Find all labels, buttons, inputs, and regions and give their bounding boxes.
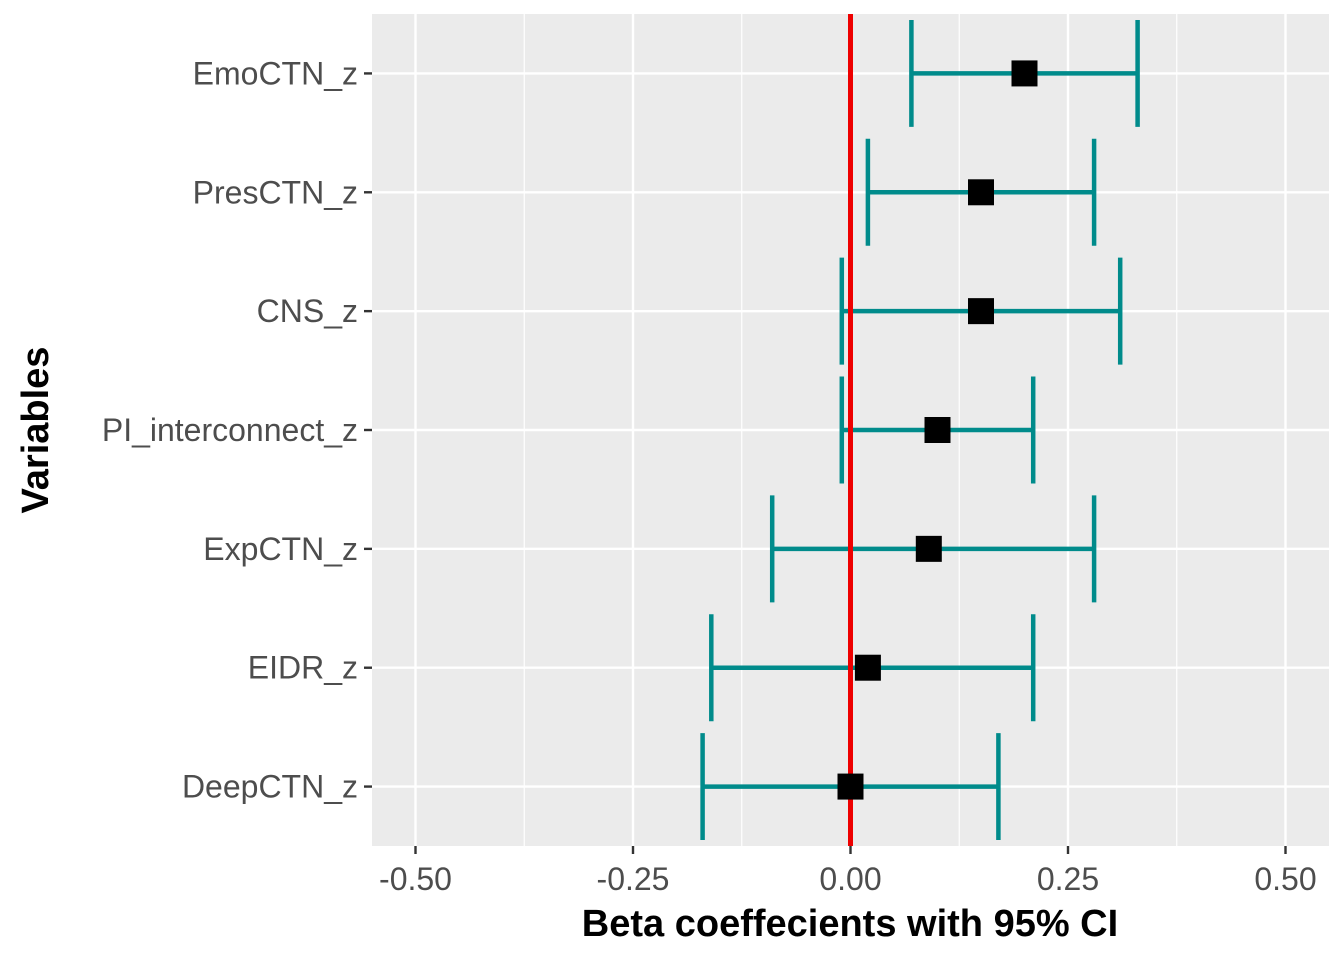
y-tick-label: ExpCTN_z <box>203 531 358 567</box>
point-DeepCTN_z <box>837 773 864 800</box>
error-bars <box>700 19 1140 841</box>
y-tick-label: DeepCTN_z <box>182 769 358 805</box>
y-tick-label: EIDR_z <box>248 650 358 686</box>
x-tick-label: -0.25 <box>597 861 670 897</box>
y-tick-label: EmoCTN_z <box>193 55 358 91</box>
x-tick-label: -0.50 <box>379 861 452 897</box>
coefficient-points <box>837 60 1038 800</box>
point-PresCTN_z <box>968 179 994 206</box>
x-tick-label: 0.00 <box>819 861 881 897</box>
y-axis-ticks: EmoCTN_z PresCTN_z CNS_z PI_interconnect_z E… <box>102 55 372 805</box>
point-EIDR_z <box>854 654 881 681</box>
point-ExpCTN_z <box>915 535 942 562</box>
y-tick-label: PI_interconnect_z <box>102 412 358 448</box>
point-PI_interconnect_z <box>924 417 951 443</box>
y-axis-title: Variables <box>15 347 57 514</box>
x-axis-title: Beta coeffecients with 95% CI <box>582 903 1118 945</box>
y-tick-label: PresCTN_z <box>193 174 358 210</box>
point-EmoCTN_z <box>1011 60 1038 87</box>
x-axis-ticks: -0.50 -0.25 0.00 0.25 0.50 <box>379 846 1317 897</box>
y-tick-label: CNS_z <box>257 293 358 329</box>
x-tick-label: 0.25 <box>1037 861 1099 897</box>
point-CNS_z <box>968 298 994 325</box>
x-tick-label: 0.50 <box>1254 861 1316 897</box>
